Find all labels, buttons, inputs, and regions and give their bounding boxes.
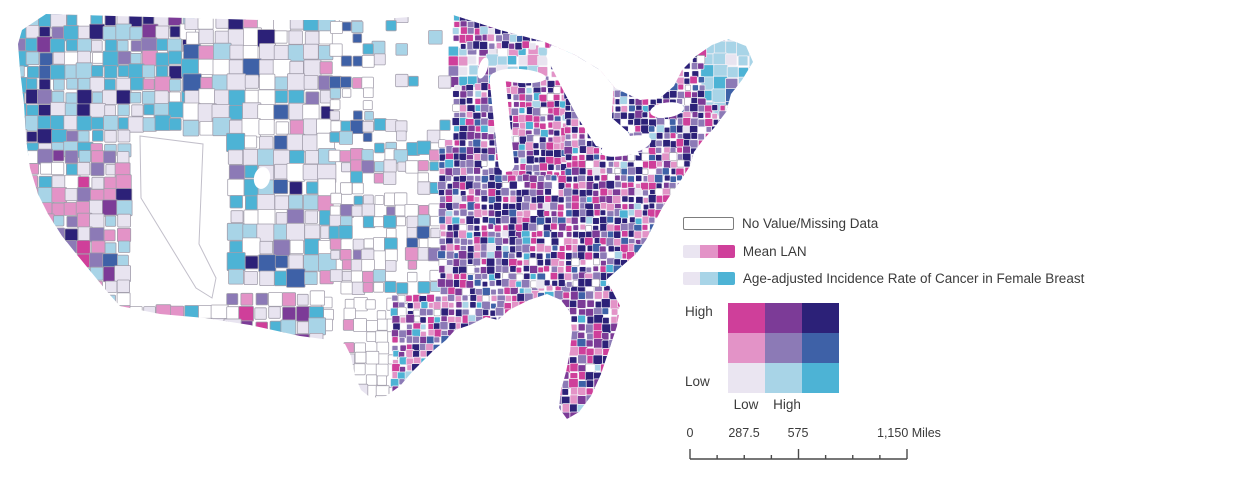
- legend: No Value/Missing Data Mean LAN Age-adjus…: [683, 210, 1228, 420]
- great-salt-lake: [253, 167, 271, 189]
- bivariate-x-high-label: High: [773, 397, 801, 412]
- nevada-no-data-outline: [139, 135, 217, 299]
- lake-ontario: [650, 102, 684, 118]
- scale-label-0: 0: [686, 426, 694, 440]
- matrix-cell-r2c1: [765, 363, 802, 393]
- us-county-map-canvas: [18, 14, 753, 419]
- bivariate-legend-matrix: [728, 303, 839, 393]
- bivariate-y-high-label: High: [685, 304, 713, 319]
- incidence-swatch-1: [700, 271, 718, 285]
- lake-huron: [546, 44, 640, 156]
- lake-michigan-north: [494, 68, 546, 84]
- legend-row-incidence: Age-adjusted Incidence Rate of Cancer in…: [683, 270, 1084, 286]
- incidence-swatches: [683, 271, 735, 285]
- bivariate-x-low-label: Low: [733, 397, 759, 412]
- us-bivariate-choropleth-map: [18, 14, 753, 419]
- matrix-cell-r1c0: [728, 333, 765, 363]
- mean-lan-swatch-0: [683, 244, 701, 258]
- mean-lan-label: Mean LAN: [742, 243, 807, 259]
- lake-michigan: [489, 72, 515, 172]
- county-mosaic: [18, 14, 753, 419]
- scale-bar-ruler: [689, 449, 908, 460]
- mean-lan-swatch-2: [717, 244, 735, 258]
- matrix-cell-r0c0: [728, 303, 765, 333]
- matrix-cell-r1c2: [802, 333, 839, 363]
- matrix-cell-r0c1: [765, 303, 802, 333]
- incidence-swatch-0: [683, 271, 701, 285]
- scale-label-575: 575: [787, 426, 809, 440]
- matrix-cell-r1c1: [765, 333, 802, 363]
- matrix-cell-r2c2: [802, 363, 839, 393]
- lake-erie: [600, 135, 652, 157]
- incidence-label: Age-adjusted Incidence Rate of Cancer in…: [742, 270, 1085, 286]
- scale-label-2875: 287.5: [728, 426, 760, 440]
- scale-label-1150-miles: 1,150 Miles: [877, 426, 941, 440]
- incidence-swatch-2: [717, 271, 735, 285]
- legend-row-no-value: No Value/Missing Data: [683, 215, 878, 231]
- scale-bar: 0 287.5 575 1,150 Miles: [683, 426, 1003, 472]
- mean-lan-swatches: [683, 244, 735, 258]
- matrix-cell-r2c0: [728, 363, 765, 393]
- green-bay: [477, 57, 489, 79]
- no-value-label: No Value/Missing Data: [742, 215, 879, 231]
- mean-lan-swatch-1: [700, 244, 718, 258]
- no-value-swatch: [683, 216, 734, 230]
- bivariate-y-low-label: Low: [685, 374, 710, 389]
- matrix-cell-r0c2: [802, 303, 839, 333]
- legend-row-mean-lan: Mean LAN: [683, 243, 807, 259]
